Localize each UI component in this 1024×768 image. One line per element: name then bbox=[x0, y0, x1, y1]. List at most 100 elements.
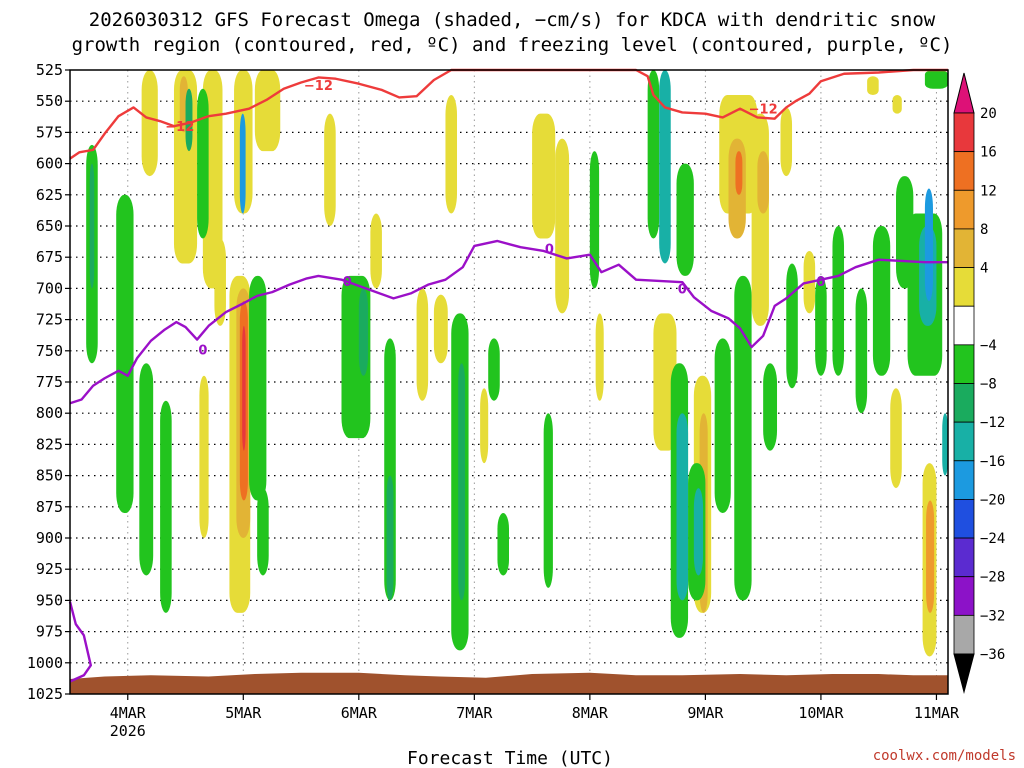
y-tick-label: 625 bbox=[36, 186, 63, 204]
y-tick-label: 925 bbox=[36, 560, 63, 578]
freezing-contour-label: 0 bbox=[816, 275, 825, 290]
freezing-contour-label: 0 bbox=[545, 242, 554, 257]
x-tick-sublabel: 2026 bbox=[110, 722, 146, 740]
omega-cell bbox=[714, 338, 731, 514]
colorbar-swatch bbox=[953, 499, 975, 539]
colorbar-swatch bbox=[953, 112, 975, 153]
colorbar-swatch bbox=[953, 305, 975, 346]
omega-cell bbox=[488, 338, 500, 401]
snow-growth-contour-label: −12 bbox=[304, 79, 333, 94]
grid-lines bbox=[70, 70, 948, 694]
surface-ground bbox=[70, 672, 948, 694]
omega-cell bbox=[543, 413, 553, 588]
omega-cell bbox=[249, 275, 267, 501]
snow-growth-contour-label: −12 bbox=[165, 120, 194, 135]
chart-title-line1: 2026030312 GFS Forecast Omega (shaded, −… bbox=[89, 9, 936, 31]
y-tick-label: 975 bbox=[36, 623, 63, 641]
y-tick-label: 1025 bbox=[27, 685, 63, 703]
omega-cell bbox=[433, 294, 448, 364]
y-tick-label: 775 bbox=[36, 373, 63, 391]
y-tick-label: 650 bbox=[36, 217, 63, 235]
colorbar-tick-label: −36 bbox=[980, 647, 1005, 663]
colorbar-tick-label: −20 bbox=[980, 492, 1005, 508]
freezing-contour-label: 0 bbox=[343, 275, 352, 290]
colorbar: 20 16 12 8 4 −4 −8 −12 −16 −20 −24 −28 −32 −36 bbox=[953, 72, 1005, 694]
omega-cell bbox=[693, 488, 704, 576]
omega-cell bbox=[370, 213, 382, 289]
snow-growth-contour-label: −12 bbox=[749, 103, 778, 118]
axes: 525 550 575 600 625 650 675 700 725 750 775 800 825 8… bbox=[27, 61, 960, 740]
y-tick-label: 875 bbox=[36, 498, 63, 516]
omega-cell bbox=[555, 138, 570, 314]
omega-cell bbox=[647, 70, 660, 239]
colorbar-tick-label: −12 bbox=[980, 415, 1005, 431]
omega-cell bbox=[751, 113, 769, 326]
colorbar-swatch bbox=[953, 228, 975, 268]
freezing-level-contour bbox=[69, 239, 948, 405]
omega-cell bbox=[358, 288, 369, 376]
colorbar-tick-label: −4 bbox=[980, 338, 997, 354]
omega-cell bbox=[532, 113, 556, 239]
omega-cell bbox=[445, 94, 458, 214]
omega-cell bbox=[855, 288, 868, 414]
omega-cell bbox=[324, 113, 336, 226]
chart-title-line2: growth region (contoured, red, ºC) and f… bbox=[72, 34, 953, 56]
x-tick-label: 8MAR bbox=[572, 704, 609, 722]
colorbar-swatch bbox=[953, 460, 975, 500]
omega-cell bbox=[890, 388, 902, 489]
freezing-level-contour-lower bbox=[68, 601, 92, 683]
y-tick-label: 750 bbox=[36, 342, 63, 360]
omega-cell bbox=[892, 94, 902, 114]
omega-cell bbox=[763, 363, 778, 451]
x-tick-label: 11MAR bbox=[914, 704, 960, 722]
colorbar-tick-label: −24 bbox=[980, 531, 1005, 547]
x-tick-label: 6MAR bbox=[341, 704, 378, 722]
colorbar-swatch bbox=[953, 189, 975, 230]
omega-cell bbox=[786, 263, 798, 389]
colorbar-swatch bbox=[953, 344, 975, 384]
freezing-contour-label: 0 bbox=[198, 344, 207, 359]
omega-cell bbox=[926, 500, 935, 613]
omega-cell bbox=[735, 151, 743, 195]
colorbar-swatch bbox=[953, 383, 975, 423]
omega-cell bbox=[197, 88, 209, 239]
omega-cell bbox=[595, 313, 604, 401]
omega-cell bbox=[924, 188, 933, 301]
y-tick-label: 900 bbox=[36, 529, 63, 547]
omega-cell bbox=[141, 70, 158, 177]
contour-lines: −12 −12 −12 0 0 0 0 0 bbox=[68, 68, 948, 683]
omega-cell bbox=[589, 151, 600, 289]
omega-cell bbox=[734, 275, 752, 601]
colorbar-tick-label: −32 bbox=[980, 608, 1005, 624]
colorbar-swatch bbox=[953, 267, 975, 307]
omega-cell bbox=[815, 275, 827, 376]
y-tick-label: 700 bbox=[36, 279, 63, 297]
omega-shading bbox=[70, 70, 948, 694]
x-axis-label: Forecast Time (UTC) bbox=[407, 748, 613, 768]
colorbar-swatch bbox=[953, 151, 975, 191]
omega-cell bbox=[89, 163, 95, 289]
omega-cell bbox=[185, 88, 193, 152]
omega-cell bbox=[924, 70, 948, 89]
omega-cell bbox=[676, 413, 689, 601]
x-tick-label: 4MAR bbox=[110, 704, 147, 722]
colorbar-tick-label: −28 bbox=[980, 570, 1005, 586]
y-tick-label: 850 bbox=[36, 467, 63, 485]
y-tick-label: 600 bbox=[36, 155, 63, 173]
x-tick-label: 10MAR bbox=[798, 704, 844, 722]
credit-text: coolwx.com/models bbox=[873, 748, 1016, 764]
y-tick-label: 525 bbox=[36, 61, 63, 79]
omega-cell bbox=[676, 163, 694, 276]
y-tick-label: 575 bbox=[36, 123, 63, 141]
colorbar-tick-label: 16 bbox=[980, 145, 997, 161]
omega-cell bbox=[386, 475, 394, 601]
y-tick-label: 725 bbox=[36, 311, 63, 329]
omega-cell bbox=[199, 375, 209, 538]
y-tick-label: 675 bbox=[36, 248, 63, 266]
x-tick-label: 9MAR bbox=[687, 704, 724, 722]
omega-cell bbox=[942, 413, 948, 476]
omega-cell bbox=[239, 113, 246, 214]
colorbar-swatch bbox=[953, 576, 975, 616]
colorbar-swatch bbox=[953, 614, 975, 655]
